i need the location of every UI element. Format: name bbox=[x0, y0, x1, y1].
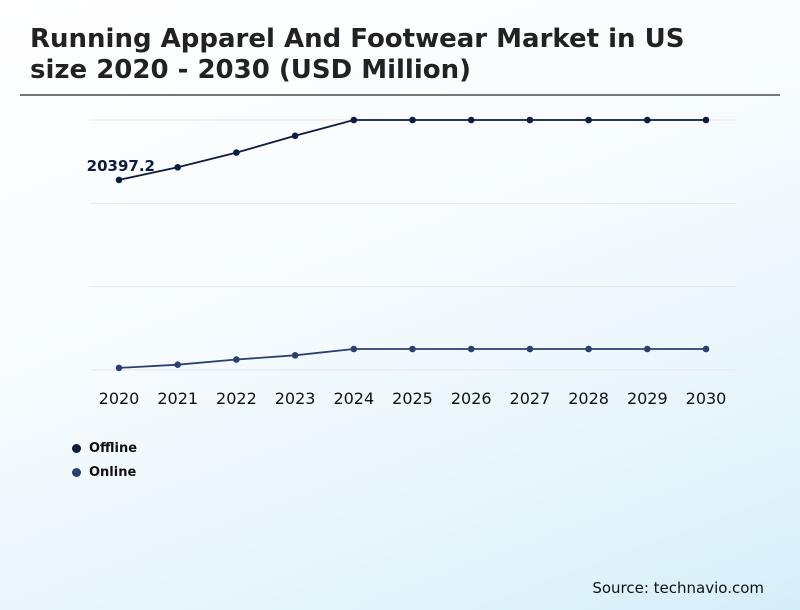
line-chart: 2020 2021 2022 2023 2024 2025 2026 2027 2028 2029… bbox=[87, 116, 736, 408]
title-divider bbox=[20, 94, 780, 96]
data-point-online[interactable] bbox=[174, 361, 181, 369]
data-point-offline[interactable] bbox=[115, 176, 123, 184]
legend: Offline Online bbox=[72, 436, 137, 484]
data-point-offline[interactable] bbox=[644, 116, 651, 124]
x-tick-label: 2026 bbox=[451, 389, 492, 408]
data-point-offline[interactable] bbox=[350, 116, 358, 124]
legend-item-offline[interactable]: Offline bbox=[72, 436, 137, 460]
data-point-offline[interactable] bbox=[526, 116, 534, 124]
grid-lines bbox=[90, 119, 736, 371]
x-tick-label: 2022 bbox=[216, 389, 257, 408]
series-lines bbox=[118, 119, 706, 369]
data-point-online[interactable] bbox=[233, 356, 240, 363]
data-label-offline-2020: 20397.2 bbox=[87, 157, 155, 175]
legend-label-offline: Offline bbox=[89, 440, 138, 456]
data-point-offline[interactable] bbox=[409, 116, 416, 124]
labels: 2020 2021 2022 2023 2024 2025 2026 2027 2028 2029… bbox=[87, 157, 727, 408]
x-tick-label: 2023 bbox=[275, 389, 316, 408]
data-point-online[interactable] bbox=[585, 345, 592, 353]
data-point-offline[interactable] bbox=[585, 116, 592, 124]
data-point-online[interactable] bbox=[350, 345, 358, 353]
data-point-online[interactable] bbox=[291, 352, 299, 359]
x-tick-label: 2020 bbox=[99, 389, 140, 408]
legend-marker-online bbox=[72, 467, 81, 477]
data-point-offline[interactable] bbox=[233, 149, 240, 156]
legend-item-online[interactable]: Online bbox=[72, 460, 137, 484]
data-point-online[interactable] bbox=[409, 345, 416, 353]
data-point-offline[interactable] bbox=[174, 164, 181, 171]
data-point-online[interactable] bbox=[115, 364, 123, 372]
x-tick-label: 2027 bbox=[510, 389, 551, 408]
source-credit: Source: technavio.com bbox=[592, 579, 764, 597]
data-point-online[interactable] bbox=[467, 345, 475, 353]
x-tick-label: 2028 bbox=[568, 389, 609, 408]
data-point-online[interactable] bbox=[644, 345, 651, 353]
series-line-offline bbox=[118, 119, 706, 181]
chart-title: Running Apparel And Footwear Market in U… bbox=[30, 24, 685, 85]
data-point-online[interactable] bbox=[702, 345, 710, 353]
x-tick-label: 2029 bbox=[627, 389, 668, 408]
data-point-offline[interactable] bbox=[291, 132, 299, 140]
x-tick-label: 2025 bbox=[392, 389, 433, 408]
legend-label-online: Online bbox=[89, 464, 137, 480]
data-points bbox=[115, 116, 710, 372]
data-point-online[interactable] bbox=[526, 345, 534, 353]
data-point-offline[interactable] bbox=[467, 116, 475, 124]
legend-marker-offline bbox=[72, 443, 81, 453]
x-tick-label: 2021 bbox=[157, 389, 198, 408]
x-tick-label: 2030 bbox=[686, 389, 727, 408]
data-point-offline[interactable] bbox=[702, 116, 710, 124]
x-tick-label: 2024 bbox=[333, 389, 374, 408]
